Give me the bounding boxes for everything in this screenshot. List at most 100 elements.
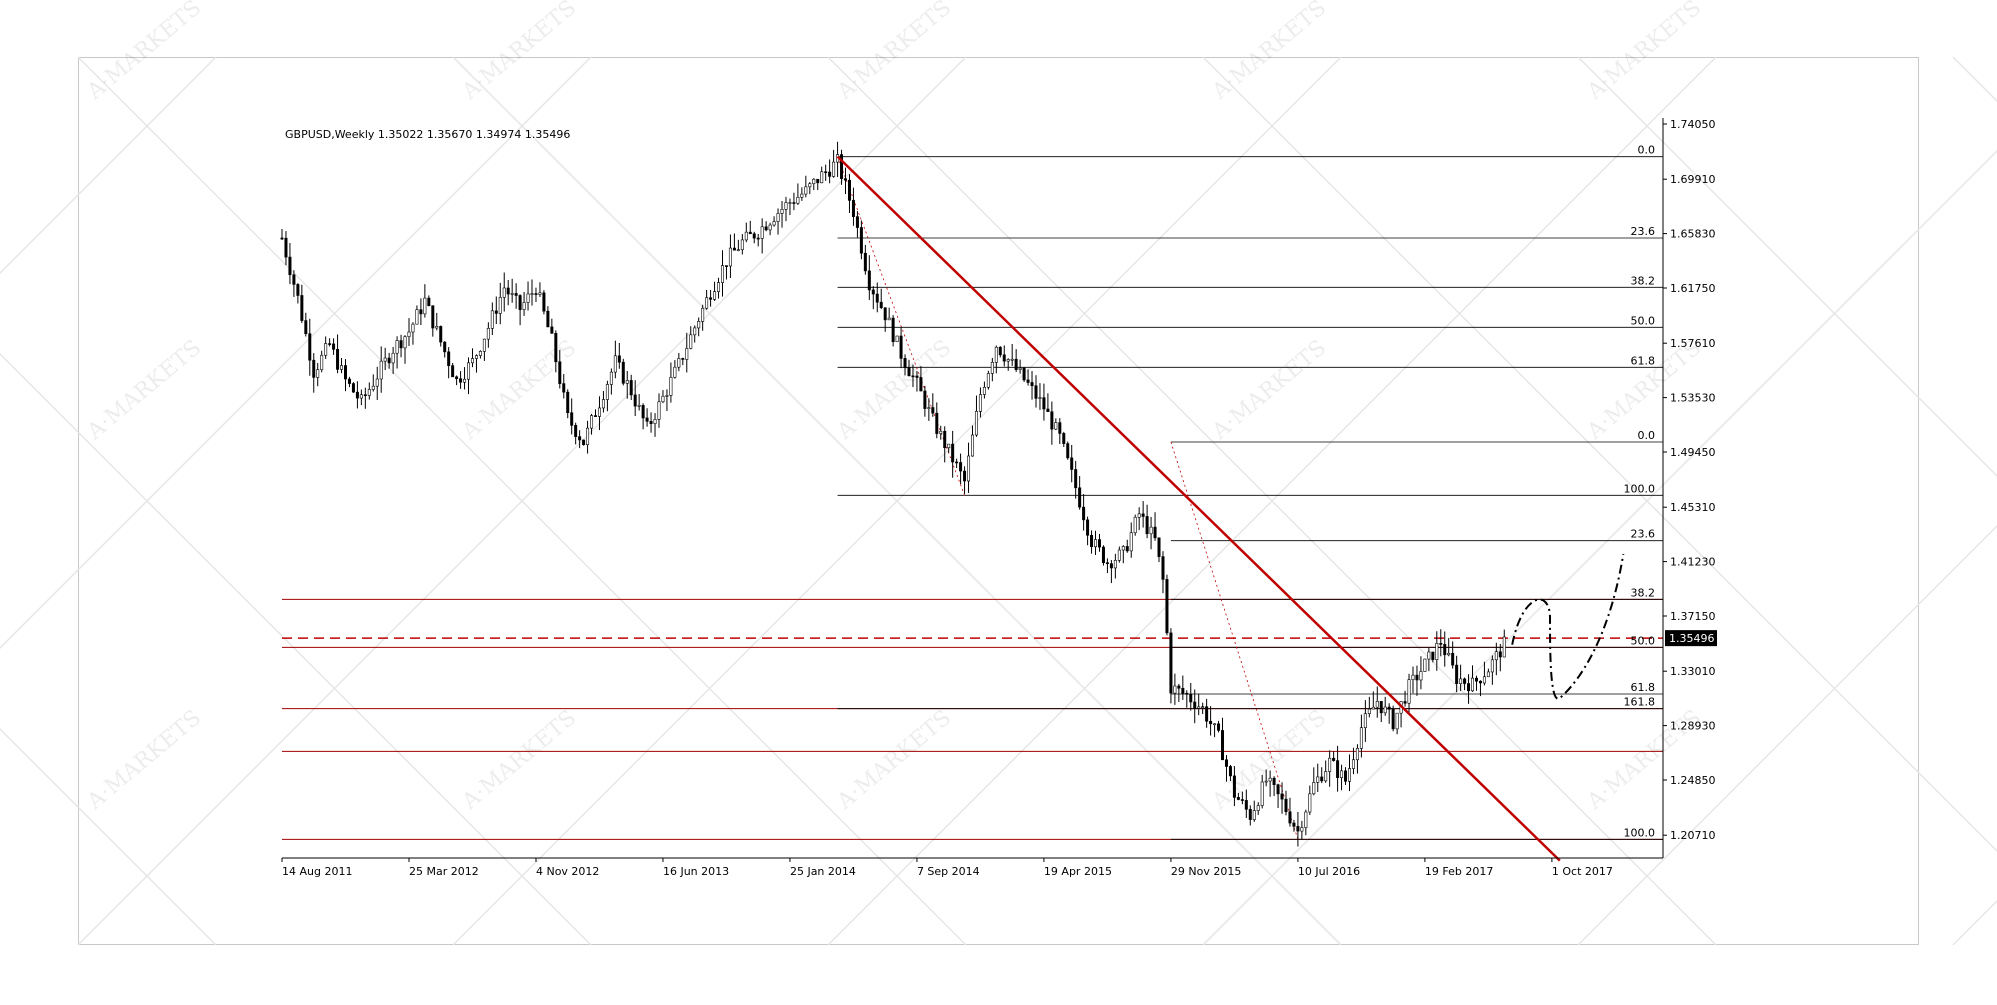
price-bar-body: [927, 407, 931, 409]
watermark-line: [77, 56, 967, 946]
x-tick-label: 29 Nov 2015: [1171, 865, 1241, 878]
price-bar-body: [812, 178, 816, 184]
forecast-path: [1511, 553, 1625, 700]
fib1-level-label: 61.8: [1631, 354, 1656, 367]
price-bar-body: [820, 171, 824, 184]
fib2-level-label: 38.2: [1631, 586, 1656, 599]
fib1-level-label: 0.0: [1638, 144, 1656, 157]
price-bar-body: [685, 348, 689, 360]
price-bar-body: [1371, 706, 1375, 710]
price-bar-body: [1026, 379, 1030, 383]
price-bar-body: [621, 361, 625, 384]
price-bar-body: [1153, 526, 1157, 539]
price-bar-body: [455, 376, 459, 379]
price-bar-body: [316, 369, 320, 378]
chart-frame: [78, 57, 1919, 945]
price-bar-body: [1117, 549, 1121, 561]
price-bar-body: [300, 295, 304, 321]
price-bar-body: [804, 186, 808, 195]
price-bar-body: [768, 224, 772, 231]
price-bar-body: [661, 395, 665, 403]
price-bar-body: [1074, 469, 1078, 489]
price-bar-body: [1054, 422, 1058, 430]
price-bar-body: [1498, 651, 1502, 658]
price-bar-body: [1482, 676, 1486, 684]
price-bar-body: [1292, 822, 1296, 827]
price-bar-body: [943, 430, 947, 448]
price-bar-body: [1395, 712, 1399, 730]
price-bar-body: [855, 216, 859, 228]
watermark-text: A·MARKETS: [82, 705, 206, 815]
price-bar-body: [1046, 408, 1050, 413]
watermark-line: [452, 56, 1342, 946]
price-bar-body: [320, 354, 324, 370]
price-bar-body: [379, 360, 383, 380]
price-bar-body: [1359, 727, 1363, 749]
x-tick-label: 16 Jun 2013: [663, 865, 729, 878]
price-bar-body: [459, 378, 463, 383]
price-bar-body: [347, 378, 351, 384]
fib2-level-label: 0.0: [1638, 429, 1656, 442]
x-tick-label: 10 Jul 2016: [1298, 865, 1360, 878]
price-bar-body: [633, 394, 637, 407]
price-bar-body: [1169, 632, 1173, 694]
price-bar-body: [1336, 760, 1340, 778]
price-bar-body: [1439, 643, 1443, 645]
y-tick-label: 1.24850: [1670, 774, 1716, 787]
price-bar-body: [875, 293, 879, 303]
price-bar-body: [1066, 443, 1070, 459]
price-bar-body: [1459, 678, 1463, 684]
price-bar-body: [340, 365, 344, 370]
price-bar-body: [697, 321, 701, 329]
price-bar-body: [1010, 358, 1014, 361]
price-bar-body: [332, 343, 336, 350]
price-bar-body: [1097, 539, 1101, 548]
price-bar-body: [1181, 687, 1185, 694]
price-bar-body: [570, 412, 574, 426]
price-bar-body: [601, 399, 605, 409]
price-bar-body: [1268, 777, 1272, 782]
price-bar-body: [1308, 793, 1312, 813]
price-bar-body: [1070, 457, 1074, 470]
price-bar-body: [1086, 519, 1090, 536]
watermark-line: [0, 352, 592, 946]
price-bar-body: [363, 394, 367, 397]
price-bar-body: [1260, 781, 1264, 806]
price-bar-body: [1149, 526, 1153, 535]
price-bar-body: [1423, 658, 1427, 672]
price-bar-body: [629, 380, 633, 396]
price-bar-body: [645, 417, 649, 422]
x-tick-label: 14 Aug 2011: [282, 865, 352, 878]
price-bar-body: [1455, 664, 1459, 684]
price-bar-body: [1256, 805, 1260, 811]
price-bar-body: [1288, 811, 1292, 824]
price-bar-body: [605, 384, 609, 400]
price-bar-body: [1347, 768, 1351, 782]
price-bar-body: [772, 221, 776, 226]
watermark-text: A·MARKETS: [832, 0, 956, 105]
price-bar-body: [1435, 643, 1439, 660]
price-bar-body: [959, 462, 963, 472]
fib2-level-label: 50.0: [1631, 634, 1656, 647]
watermark-text: A·MARKETS: [82, 0, 206, 105]
price-bar-body: [296, 284, 300, 296]
y-tick-label: 1.57610: [1670, 337, 1716, 350]
price-bar-body: [808, 183, 812, 188]
price-bar-body: [594, 415, 598, 417]
price-bar-body: [1224, 759, 1228, 767]
price-bar-body: [1280, 793, 1284, 800]
price-bar-body: [641, 405, 645, 419]
y-tick-label: 1.69910: [1670, 173, 1716, 186]
price-bar-body: [717, 282, 721, 292]
price-bar-body: [423, 297, 427, 315]
price-bar-body: [399, 340, 403, 349]
price-bar-body: [514, 293, 518, 296]
y-tick-label: 1.45310: [1670, 501, 1716, 514]
price-bar-body: [1209, 720, 1213, 725]
price-bar-body: [467, 362, 471, 380]
price-bar-body: [1344, 770, 1348, 782]
price-bar-body: [824, 171, 828, 174]
price-bar-body: [1129, 532, 1133, 552]
price-bar-body: [887, 317, 891, 321]
watermark-text: A·MARKETS: [82, 335, 206, 445]
